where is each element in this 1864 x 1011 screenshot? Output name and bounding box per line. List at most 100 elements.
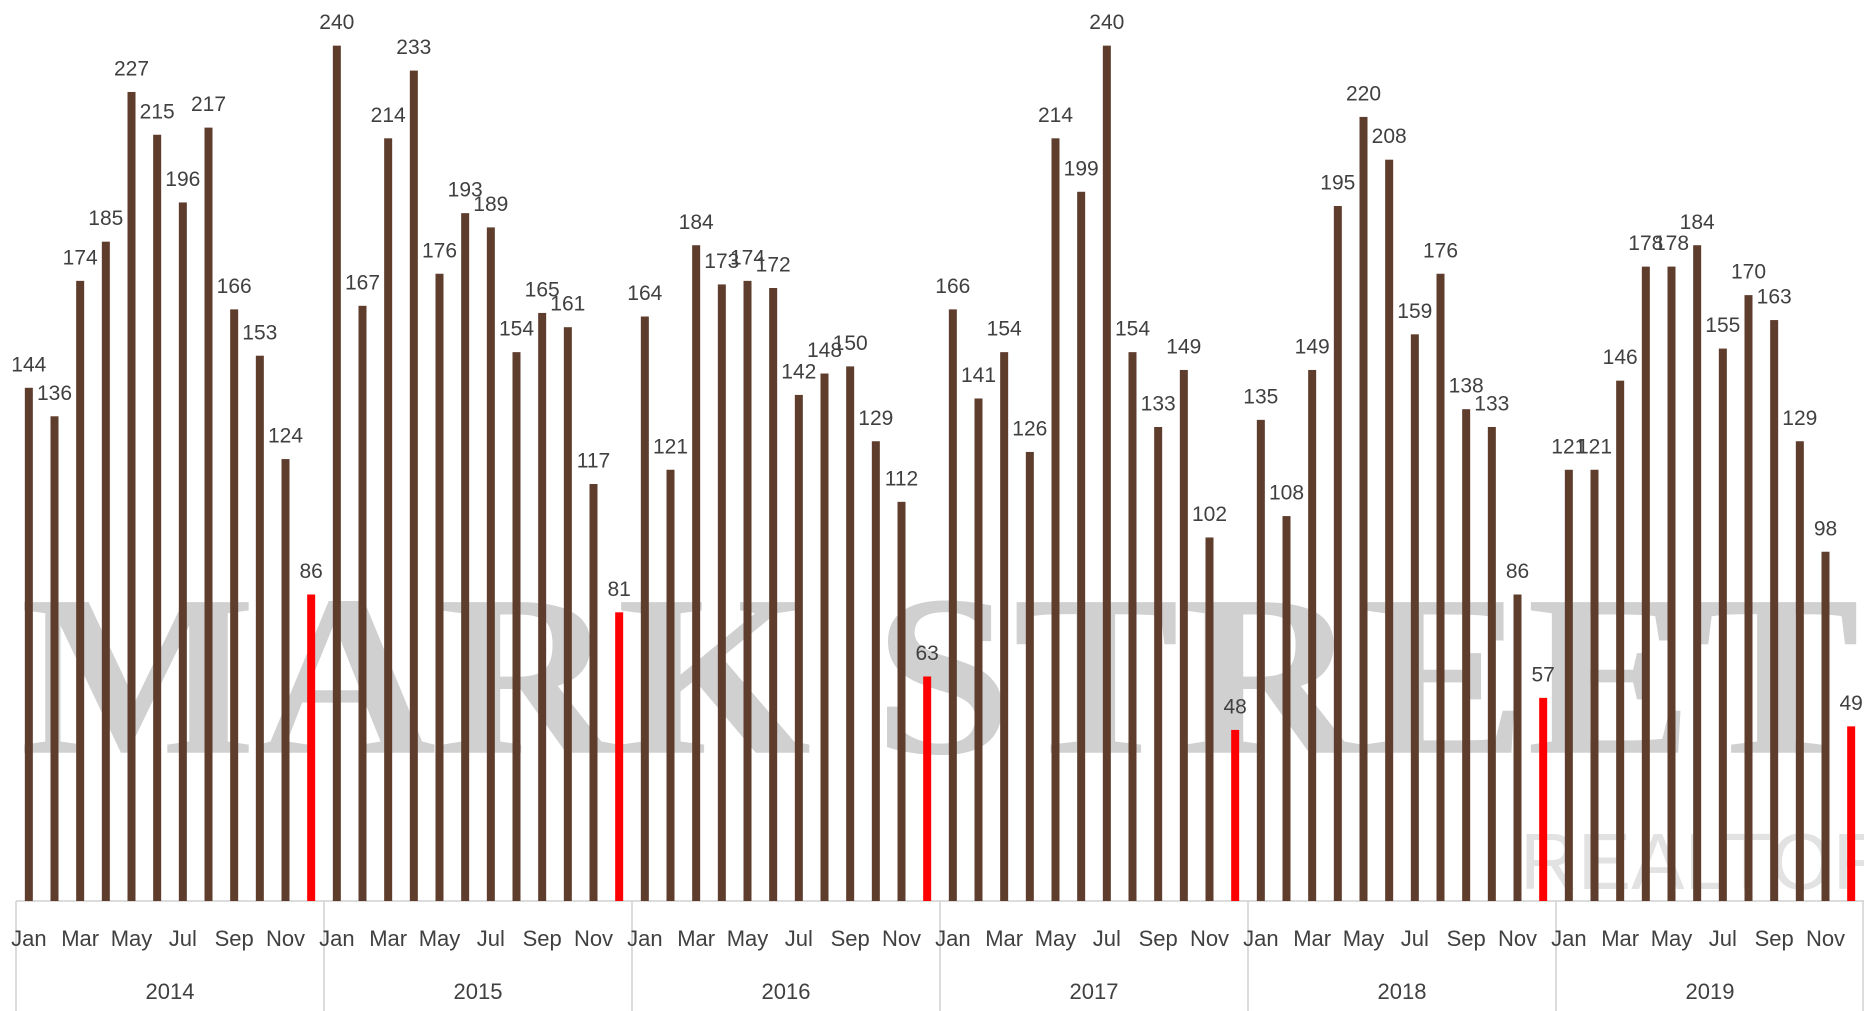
data-label: 121 — [653, 435, 688, 458]
data-label: 189 — [473, 193, 508, 216]
x-tick-label: Sep — [1447, 926, 1486, 951]
data-label: 142 — [781, 360, 816, 383]
bar — [1821, 551, 1830, 901]
bar — [409, 70, 418, 901]
bar — [1539, 697, 1548, 901]
data-label: 63 — [915, 642, 938, 665]
bar — [1718, 348, 1727, 902]
x-tick-label: May — [419, 926, 461, 951]
bar — [1282, 516, 1291, 901]
data-label: 108 — [1269, 482, 1304, 505]
bar — [1616, 380, 1625, 901]
x-tick-label: Nov — [574, 926, 613, 951]
bar — [871, 441, 880, 901]
x-tick-label: Jul — [785, 926, 813, 951]
data-label: 150 — [833, 332, 868, 355]
bar — [1410, 334, 1419, 902]
data-label: 174 — [63, 246, 98, 269]
x-tick-label: Jul — [477, 926, 505, 951]
data-label: 81 — [607, 578, 630, 601]
data-label: 172 — [756, 254, 791, 277]
data-label: 146 — [1603, 346, 1638, 369]
x-tick-label: Mar — [985, 926, 1023, 951]
bar — [1025, 451, 1034, 901]
bar — [717, 284, 726, 902]
bar — [1000, 352, 1009, 901]
bar — [101, 241, 110, 901]
bar — [153, 134, 162, 902]
bar — [1770, 320, 1779, 901]
bar — [50, 416, 59, 901]
data-label: 149 — [1166, 336, 1201, 359]
group-label: 2015 — [454, 979, 503, 1004]
bar — [1333, 206, 1342, 901]
bar — [1436, 273, 1445, 902]
bar — [1102, 45, 1111, 901]
data-label: 220 — [1346, 82, 1381, 105]
bar — [1667, 266, 1676, 901]
data-label: 154 — [499, 318, 534, 341]
data-label: 148 — [807, 339, 842, 362]
group-label: 2019 — [1686, 979, 1735, 1004]
x-tick-label: Sep — [1139, 926, 1178, 951]
data-label: 184 — [679, 211, 714, 234]
data-label: 154 — [987, 318, 1022, 341]
bar — [1077, 191, 1086, 901]
x-tick-label: Jan — [319, 926, 354, 951]
x-tick-label: May — [111, 926, 153, 951]
bar — [1847, 726, 1856, 901]
x-tick-label: Jul — [1709, 926, 1737, 951]
bar — [1256, 419, 1265, 901]
data-label: 174 — [730, 246, 765, 269]
bar — [1693, 245, 1702, 901]
data-label: 227 — [114, 58, 149, 81]
data-label: 214 — [371, 104, 406, 127]
data-label: 102 — [1192, 503, 1227, 526]
data-label: 214 — [1038, 104, 1073, 127]
x-tick-label: Mar — [369, 926, 407, 951]
bar — [974, 398, 983, 901]
data-label: 178 — [1628, 232, 1663, 255]
x-tick-label: Nov — [1498, 926, 1537, 951]
x-tick-label: Nov — [882, 926, 921, 951]
bar — [589, 484, 598, 901]
data-label: 149 — [1295, 336, 1330, 359]
bar — [692, 245, 701, 901]
x-tick-label: Mar — [677, 926, 715, 951]
data-label: 155 — [1705, 314, 1740, 337]
group-label: 2016 — [762, 979, 811, 1004]
data-label: 135 — [1243, 385, 1278, 408]
data-label: 217 — [191, 93, 226, 116]
bar — [435, 273, 444, 902]
data-label: 233 — [396, 36, 431, 59]
data-label: 240 — [319, 11, 354, 34]
bar — [1744, 295, 1753, 901]
x-tick-label: Jan — [935, 926, 970, 951]
data-label: 164 — [627, 282, 662, 305]
bar — [384, 138, 393, 901]
bar — [332, 45, 341, 901]
x-tick-label: Mar — [1293, 926, 1331, 951]
data-label: 86 — [1506, 560, 1529, 583]
data-label: 133 — [1141, 393, 1176, 416]
data-label: 129 — [858, 407, 893, 430]
data-label: 178 — [1654, 232, 1689, 255]
data-label: 163 — [1757, 286, 1792, 309]
data-label: 240 — [1089, 11, 1124, 34]
bar — [1359, 116, 1368, 902]
bar — [486, 227, 495, 902]
bar — [1231, 729, 1240, 901]
data-label: 48 — [1223, 695, 1246, 718]
data-label: 193 — [448, 179, 483, 202]
bar — [1513, 594, 1522, 901]
bar — [1179, 369, 1188, 901]
watermark-subtitle: REALTOR — [1520, 817, 1864, 906]
data-label: 138 — [1449, 375, 1484, 398]
data-label: 195 — [1320, 172, 1355, 195]
bar — [24, 387, 33, 901]
bar — [794, 394, 803, 901]
bar — [1385, 159, 1394, 902]
data-label: 49 — [1839, 692, 1862, 715]
bar — [948, 309, 957, 902]
data-label: 167 — [345, 271, 380, 294]
